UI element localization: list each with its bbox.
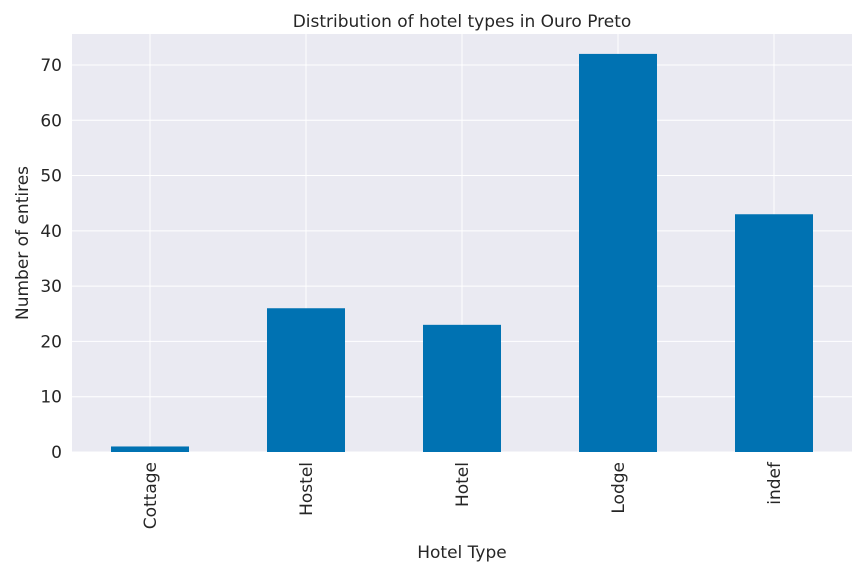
bar-hotel [423,324,501,452]
y-tick-label: 10 [40,388,62,408]
y-tick-label: 30 [40,277,62,297]
x-tick-label: Cottage [141,462,161,529]
y-tick-label: 0 [51,443,62,463]
bar-hostel [267,308,345,452]
bar-lodge [579,53,657,453]
y-tick-label: 20 [40,332,62,352]
y-tick-label: 60 [40,111,62,131]
y-tick-labels: 0 10 20 30 40 50 60 70 [40,56,62,463]
bar-cottage [111,446,189,452]
y-tick-label: 50 [40,167,62,187]
y-tick-label: 40 [40,222,62,242]
y-axis-label: Number of entires [13,166,33,320]
x-tick-label: indef [765,461,785,505]
y-tick-label: 70 [40,56,62,76]
x-tick-label: Lodge [609,462,629,514]
x-tick-label: Hotel [453,462,473,507]
bar-layer [111,53,813,453]
x-tick-label: Hostel [297,462,317,516]
chart-title: Distribution of hotel types in Ouro Pret… [293,12,632,32]
x-axis-label: Hotel Type [417,543,506,563]
bar-indef [735,214,813,452]
x-tick-labels: Cottage Hostel Hotel Lodge indef [141,461,785,529]
